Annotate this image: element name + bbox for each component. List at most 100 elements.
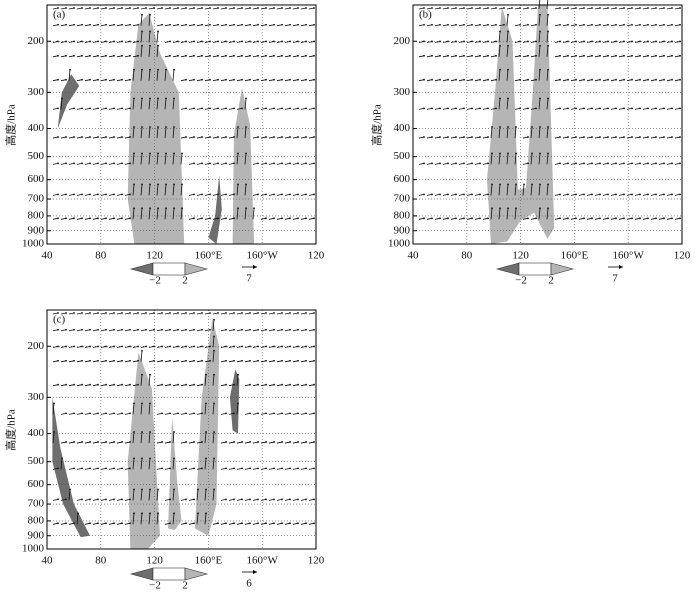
vector-head (499, 68, 501, 71)
vector-head (173, 512, 175, 515)
vector-head (197, 488, 199, 491)
vector-head (245, 97, 247, 100)
vector-head (527, 23, 529, 26)
vector-head (487, 193, 489, 196)
vector-head (599, 162, 601, 165)
vector-head (655, 54, 657, 57)
vector-head (289, 345, 291, 348)
vector-head (209, 7, 211, 9)
vector-head (193, 412, 195, 415)
vector-head (631, 193, 633, 196)
vector-head (273, 312, 275, 314)
wind-vector (180, 208, 183, 220)
vector-head (233, 383, 235, 386)
vector-head (273, 441, 275, 443)
vector-head (149, 207, 151, 210)
vector-head (165, 207, 167, 210)
vector-head (439, 217, 441, 220)
vector-head (273, 7, 275, 9)
wind-vector (538, 153, 541, 165)
y-tick-label: 600 (28, 478, 45, 490)
vector-head (97, 7, 99, 9)
wind-vector (76, 513, 79, 525)
vector-head (599, 107, 601, 110)
vector-head (201, 328, 203, 331)
vector-head (479, 23, 481, 26)
vector-head (671, 7, 673, 9)
vector-head (241, 7, 243, 9)
panel: 40 80 120 160°E 160°W 120 200 300 400 500 600 700 80… (4, 4, 325, 287)
vector-head (639, 23, 641, 26)
vector-head (57, 136, 59, 138)
wind-vector (252, 208, 255, 220)
vector-head (313, 54, 315, 57)
vector-head (73, 345, 75, 348)
vector-head (89, 359, 91, 362)
wind-vector (148, 374, 151, 386)
vector-head (289, 54, 291, 57)
wind-vector (490, 208, 493, 220)
vector-head (113, 7, 115, 9)
wind-vector (236, 153, 239, 165)
vector-head (535, 54, 537, 57)
vector-head (97, 412, 99, 415)
vector-head (631, 162, 633, 165)
vector-head (201, 359, 203, 362)
vector-head (213, 431, 215, 433)
vector-head (305, 359, 307, 362)
vector-head (65, 40, 67, 43)
vector-head (201, 383, 203, 386)
vector-head (245, 183, 247, 186)
vector-head (265, 412, 267, 415)
vector-head (583, 136, 585, 138)
vector-head (575, 136, 577, 138)
legend-label: −2 (149, 580, 161, 592)
vector-head (157, 152, 159, 155)
y-tick-label: 500 (28, 455, 45, 467)
vector-head (121, 383, 123, 386)
vector-head (559, 78, 561, 81)
vector-head (599, 136, 601, 138)
vector-head (471, 7, 473, 9)
wind-vector (180, 184, 183, 196)
vector-head (233, 54, 235, 57)
wind-vector (156, 208, 159, 220)
vector-head (141, 512, 143, 515)
vector-head (233, 412, 235, 415)
vector-head (165, 126, 167, 128)
vector-head (217, 78, 219, 81)
legend-negative (495, 262, 520, 276)
vector-head (113, 40, 115, 43)
vector-head (141, 488, 143, 491)
vector-head (515, 152, 517, 155)
vector-head (61, 457, 63, 460)
vector-head (281, 359, 283, 362)
vector-head (575, 193, 577, 196)
vector-head (153, 312, 155, 314)
vector-head (237, 373, 239, 376)
x-tick-label: 160°W (247, 555, 279, 567)
vector-head (133, 97, 135, 100)
vector-head (65, 7, 67, 9)
vector-head (281, 498, 283, 501)
y-tick-label: 400 (28, 427, 45, 439)
vector-head (257, 498, 259, 501)
vector-head (615, 23, 617, 26)
vector-head (273, 107, 275, 110)
legend-neutral (152, 262, 186, 276)
vector-head (423, 193, 425, 196)
shaded-region (57, 74, 80, 129)
vector-head (193, 328, 195, 331)
vector-head (97, 23, 99, 26)
wind-vector (148, 31, 151, 43)
legend-positive (184, 567, 209, 581)
y-tick-label: 200 (28, 340, 45, 352)
vector-head (249, 54, 251, 57)
vector-head (547, 183, 549, 186)
vector-head (455, 217, 457, 220)
vector-head (539, 13, 541, 16)
vector-head (507, 97, 509, 100)
wind-vector (172, 489, 175, 501)
vector-head (65, 23, 67, 26)
vector-head (671, 162, 673, 165)
